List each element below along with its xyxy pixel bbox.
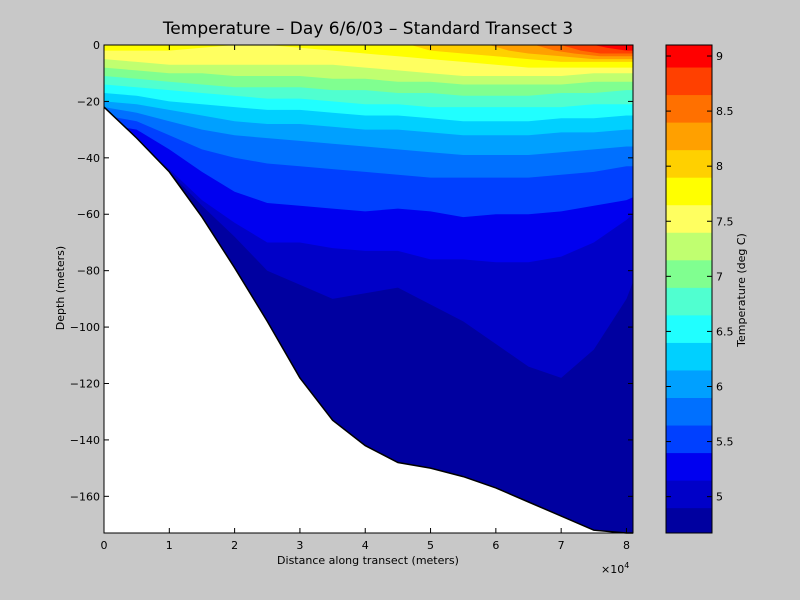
y-tick-label: −20 [77,95,100,108]
colorbar-tick-label: 7 [716,270,723,283]
y-axis-label: Depth (meters) [54,246,67,330]
colorbar-tick-label: 8 [716,160,723,173]
x-tick-label: 5 [427,539,434,552]
colorbar-swatch [666,397,712,426]
bathymetry-line [103,106,633,534]
colorbar-swatch [666,177,712,206]
colorbar-swatch [666,369,712,399]
x-tick-label: 1 [166,539,173,552]
colorbar-swatch [666,452,712,481]
y-tick-label: −120 [70,377,100,390]
colorbar-tick-label: 8.5 [716,105,734,118]
x-axis-label: Distance along transect (meters) [277,554,459,567]
y-tick-label: −60 [77,208,100,221]
x-axis-multiplier: ×104 [601,561,629,576]
y-tick-label: −160 [70,490,100,503]
colorbar-swatch [666,67,712,96]
contour-plot-area [103,44,634,534]
colorbar-ticks: 5 5.5 6 6.5 7 7.5 8 8.5 9 [666,50,734,504]
colorbar-swatch [666,507,712,534]
x-axis-ticks: 0 1 2 3 4 5 6 7 8 [101,45,630,552]
colorbar-swatch [666,314,712,343]
colorbar-swatch [666,425,712,454]
x-tick-label: 8 [623,539,630,552]
colorbar-swatch [666,480,712,509]
colorbar-swatch [666,259,712,288]
plot-frame [103,44,634,534]
y-tick-label: −80 [77,265,100,278]
x-tick-label: 3 [296,539,303,552]
colorbar-tick-label: 7.5 [716,215,734,228]
y-axis-ticks: 0 −20 −40 −60 −80 −100 −120 −140 −160 [70,39,633,503]
colorbar-tick-label: 5 [716,491,723,504]
colorbar-swatch [666,232,712,261]
x-tick-label: 2 [231,539,238,552]
colorbar-swatch [666,287,712,316]
y-tick-label: −40 [77,152,100,165]
colorbar-swatch [666,122,712,151]
colorbar-tick-label: 9 [716,50,723,63]
seabed-mask [104,107,633,533]
colorbar-swatch [666,342,712,371]
temperature-band [593,45,633,51]
y-tick-label: −100 [70,321,100,334]
chart-title: Temperature – Day 6/6/03 – Standard Tran… [162,19,573,39]
x-tick-label: 4 [362,539,369,552]
colorbar-tick-label: 6.5 [716,325,734,338]
y-tick-label: 0 [93,39,100,52]
colorbar-swatch [666,45,712,68]
x-axis-multiplier-exponent: 4 [624,561,629,570]
colorbar-frame [665,44,713,534]
colorbar-tick-label: 6 [716,380,723,393]
y-tick-label: −140 [70,434,100,447]
colorbar-swatch [666,204,712,233]
colorbar-swatch [666,94,712,123]
x-tick-label: 7 [558,539,565,552]
x-tick-label: 6 [492,539,499,552]
colorbar-swatch [666,149,712,178]
colorbar [665,44,713,534]
colorbar-label: Temperature (deg C) [735,233,748,348]
colorbar-tick-label: 5.5 [716,436,734,449]
x-tick-label: 0 [101,539,108,552]
